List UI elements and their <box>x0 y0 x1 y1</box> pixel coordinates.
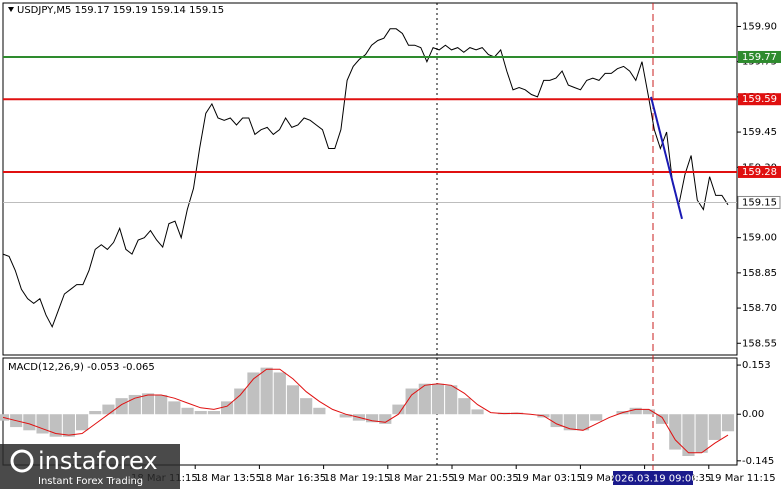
macd-frame <box>2 357 738 466</box>
macd-title: MACD(12,26,9) -0.053 -0.065 <box>8 362 155 373</box>
macd-bar <box>141 393 155 415</box>
price-frame <box>2 2 738 356</box>
price-title: USDJPY,M5 159.17 159.19 159.14 159.15 <box>17 5 224 16</box>
level-label: 159.59 <box>742 94 777 105</box>
macd-bar <box>181 407 194 415</box>
last-price-label: 159.15 <box>742 197 777 208</box>
x-tick-label: 18 Mar 16:35 <box>259 473 326 484</box>
x-tick-label: 18 Mar 19:15 <box>324 473 391 484</box>
macd-bar <box>392 404 405 415</box>
macd-bar <box>168 401 181 415</box>
x-tick-label: 19 Mar 00:35 <box>452 473 519 484</box>
macd-bar <box>155 394 168 415</box>
x-tick-label: 19 Mar 03:15 <box>516 473 583 484</box>
y-tick-label: 158.85 <box>742 268 777 279</box>
x-tick-label: 18 Mar 21:55 <box>388 473 455 484</box>
macd-bar <box>207 411 220 415</box>
level-label: 159.77 <box>742 52 777 63</box>
x-tick-label: 18 Mar 13:55 <box>195 473 262 484</box>
macd-bar <box>563 414 576 431</box>
trend-line <box>650 96 683 220</box>
macd-bar <box>260 367 273 415</box>
macd-bar <box>656 414 669 424</box>
macd-bar <box>576 414 590 431</box>
macd-bar <box>273 372 286 415</box>
level-box <box>738 50 781 63</box>
y-tick-label: 158.70 <box>742 303 777 314</box>
symbol-icon <box>8 7 14 12</box>
macd-bar <box>23 414 36 431</box>
macd-bar <box>76 414 89 431</box>
y-tick-label: 159.00 <box>742 233 777 244</box>
macd-bar <box>695 414 708 453</box>
macd-bar <box>708 414 721 440</box>
macd-bar <box>36 414 49 434</box>
x-tick-label: 19 Mar 11:15 <box>709 473 776 484</box>
macd-bar <box>379 414 392 424</box>
macd-bar <box>234 388 247 415</box>
y-tick-label: 0.153 <box>742 360 771 371</box>
y-tick-label: 158.55 <box>742 338 777 349</box>
watermark-tagline: Instant Forex Trading <box>38 476 143 487</box>
watermark-logo <box>10 449 34 473</box>
y-tick-label: 159.90 <box>742 21 777 32</box>
macd-bar <box>458 398 471 415</box>
macd-bar <box>405 388 418 415</box>
signal-line <box>2 368 729 454</box>
macd-bar <box>89 411 102 415</box>
macd-bar <box>339 414 352 418</box>
macd-bar <box>445 385 458 415</box>
macd-bar <box>221 401 234 415</box>
cursor-time-box <box>613 471 693 485</box>
level-box <box>738 165 781 178</box>
macd-bar <box>629 407 642 415</box>
y-tick-label: -0.145 <box>742 456 774 467</box>
y-tick-label: 159.45 <box>742 127 777 138</box>
macd-bar <box>366 414 379 423</box>
cursor-time: 2026.03.19 09:00 <box>608 474 697 485</box>
price-line <box>2 28 729 329</box>
macd-bar <box>682 414 695 457</box>
macd-bar <box>471 409 484 415</box>
macd-bar <box>286 385 300 415</box>
watermark-brand: instaforex <box>38 447 158 475</box>
macd-bar <box>418 383 431 415</box>
macd-bar <box>300 398 313 415</box>
macd-bar <box>550 414 563 428</box>
macd-bar <box>669 414 682 450</box>
macd-bar <box>590 414 603 421</box>
macd-bar <box>49 414 62 437</box>
macd-bar <box>194 411 207 415</box>
macd-bar <box>431 383 445 415</box>
level-label: 159.28 <box>742 167 777 178</box>
macd-bar <box>721 414 735 432</box>
macd-bar <box>102 404 115 415</box>
macd-bar <box>313 407 326 415</box>
last-price-box <box>737 195 781 209</box>
y-tick-label: 0.00 <box>742 409 764 420</box>
macd-bar <box>62 414 75 437</box>
macd-bar <box>115 398 128 415</box>
level-box <box>738 93 781 106</box>
macd-bar <box>642 409 655 415</box>
